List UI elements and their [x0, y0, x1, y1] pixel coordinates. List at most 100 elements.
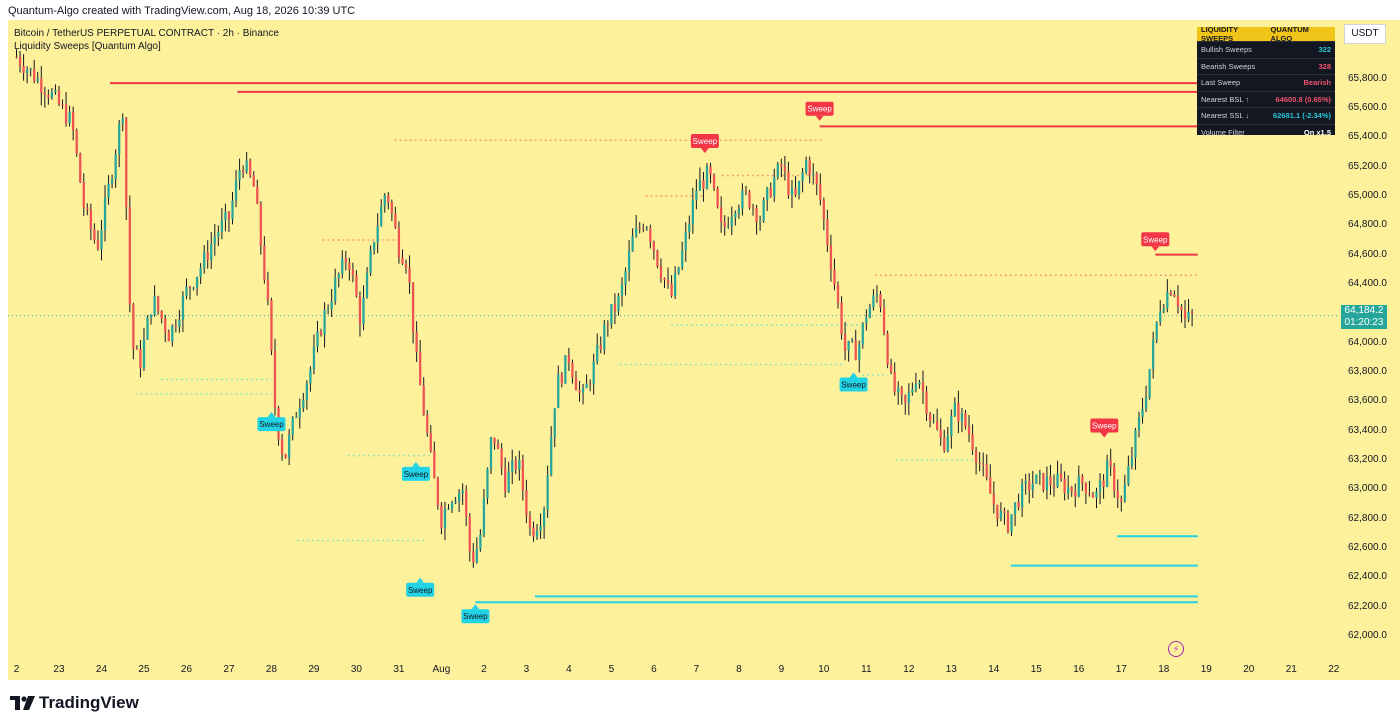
candle-body — [734, 213, 737, 218]
time-tick-label: 28 — [265, 664, 277, 675]
candle-body — [532, 527, 535, 537]
candle-body — [769, 187, 772, 197]
sweep-label-text: Sweep — [259, 420, 284, 429]
candle-body — [1190, 311, 1194, 314]
candle-body — [900, 387, 903, 396]
sweep-label-box — [839, 377, 868, 392]
chart-plot-area[interactable]: Sweep Sweep Sweep Sweep Sweep Sweep Sweep Sweep… — [8, 20, 1338, 658]
candle-body — [1144, 397, 1148, 409]
candle-body — [794, 188, 797, 195]
candle-body — [47, 95, 50, 98]
candle-body — [270, 300, 273, 351]
candlestick-chart[interactable]: Sweep Sweep Sweep Sweep Sweep Sweep Sweep Sweep… — [8, 20, 1338, 658]
candle-body — [171, 325, 174, 342]
candle-body — [758, 220, 762, 223]
time-tick-label: 19 — [1200, 664, 1212, 675]
candle-body — [114, 154, 117, 179]
candle-body — [1070, 487, 1073, 492]
candle-body — [889, 364, 893, 372]
candle-body — [1105, 460, 1109, 487]
candle-body — [1063, 479, 1066, 494]
candle-body — [571, 362, 574, 378]
panel-title-right: QUANTUM ALGO — [1270, 25, 1309, 43]
candle-body — [858, 344, 861, 360]
sweep-label-pointer — [849, 372, 858, 378]
tradingview-logo[interactable]: TradingView — [10, 693, 139, 713]
candle-body — [472, 551, 475, 563]
panel-row-label: Bearish Sweeps — [1201, 61, 1256, 71]
candle-body — [234, 180, 238, 201]
price-tick-label: 65,200.0 — [1348, 160, 1387, 172]
lightning-icon[interactable]: ⚡ — [1168, 641, 1184, 657]
candle-body — [323, 309, 326, 335]
candle-body — [861, 323, 864, 345]
candle-body — [727, 226, 730, 228]
price-tick-label: 64,800.0 — [1348, 219, 1387, 231]
sweep-label-box — [690, 134, 719, 148]
candle-body — [960, 413, 964, 422]
candle-body — [457, 493, 461, 502]
candle-body — [312, 346, 316, 370]
candle-body — [716, 188, 719, 207]
candle-body — [943, 437, 946, 451]
panel-row-value: 322 — [1318, 45, 1331, 55]
time-tick-label: 29 — [308, 664, 320, 675]
time-tick-label: 8 — [736, 664, 742, 675]
candle-body — [932, 420, 935, 422]
sweep-label-box — [1090, 418, 1119, 433]
sweep-label-text: Sweep — [1143, 235, 1168, 244]
candle-body — [93, 229, 96, 241]
candle-body — [1038, 473, 1041, 475]
candle-body — [397, 227, 401, 258]
candle-body — [178, 319, 181, 327]
time-tick-label: 20 — [1243, 664, 1255, 675]
candle-body — [535, 530, 539, 537]
candle-body — [741, 190, 744, 209]
tradingview-logo-icon — [10, 696, 35, 710]
currency-button[interactable]: USDT — [1344, 24, 1386, 44]
candle-body — [914, 384, 918, 390]
symbol-title[interactable]: Bitcoin / TetherUS PERPETUAL CONTRACT · … — [14, 28, 279, 39]
candle-body — [709, 166, 712, 175]
price-tick-label: 63,200.0 — [1348, 454, 1387, 465]
candle-body — [486, 468, 489, 499]
panel-row-label: Bullish Sweeps — [1201, 45, 1252, 55]
sweep-label-text: Sweep — [841, 380, 866, 389]
candle-body — [1187, 311, 1190, 319]
candle-body — [1031, 483, 1034, 491]
candle-body — [351, 269, 355, 276]
candle-body — [904, 395, 907, 404]
price-tick-label: 65,400.0 — [1348, 131, 1387, 143]
price-tick-label: 63,600.0 — [1348, 395, 1387, 407]
indicator-title[interactable]: Liquidity Sweeps [Quantum Algo] — [14, 41, 161, 52]
candle-body — [581, 388, 585, 393]
candle-body — [1013, 502, 1017, 515]
sweep-label-pointer — [267, 412, 276, 418]
candle-body — [227, 212, 231, 220]
candle-body — [1173, 294, 1176, 297]
candle-body — [542, 509, 546, 527]
candle-body — [422, 385, 425, 416]
price-tick-label: 65,000.0 — [1348, 190, 1387, 201]
candle-body — [22, 65, 25, 73]
candle-body — [812, 173, 815, 175]
candle-body — [886, 333, 889, 365]
candle-body — [1010, 514, 1013, 532]
candle-body — [238, 170, 241, 181]
candle-body — [656, 250, 659, 267]
candle-body — [1067, 487, 1070, 494]
candle-body — [461, 490, 464, 494]
last-price-tag: 64,184.2 01:20:23 — [1341, 305, 1387, 329]
candle-body — [334, 278, 337, 302]
candle-body — [305, 383, 308, 401]
candle-body — [720, 206, 723, 223]
candle-body — [142, 339, 146, 369]
candle-body — [610, 304, 613, 325]
time-tick-label: 22 — [1328, 664, 1340, 675]
candle-body — [475, 548, 478, 563]
candle-body — [256, 186, 259, 204]
time-axis[interactable] — [8, 658, 1338, 680]
candle-body — [787, 171, 790, 196]
panel-row: Nearest BSL ↑ 64600.8 (0.65%) — [1197, 90, 1335, 108]
price-axis[interactable] — [1338, 20, 1400, 658]
